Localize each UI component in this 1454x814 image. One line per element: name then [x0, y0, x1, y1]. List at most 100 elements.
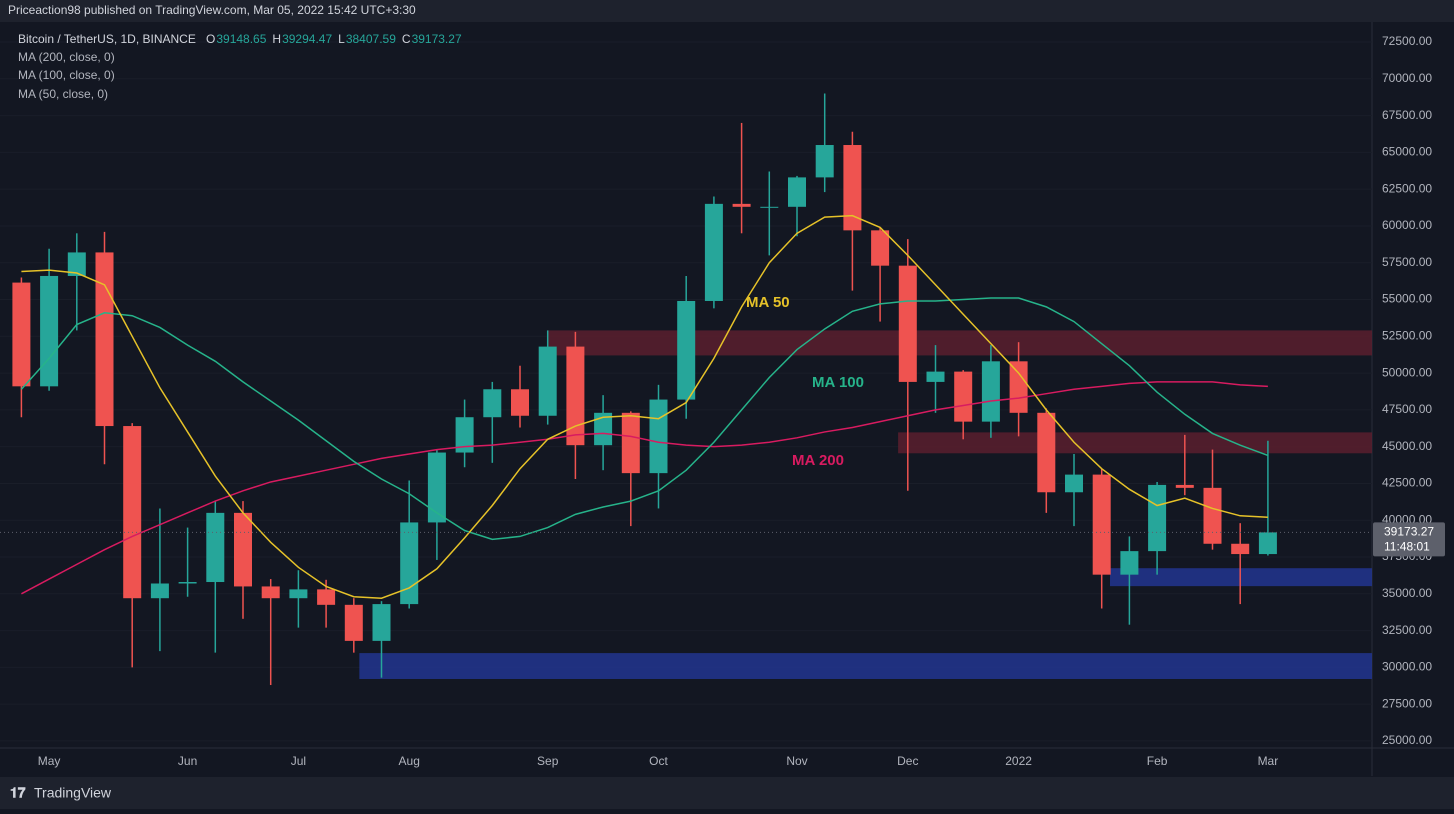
candle-body: [455, 417, 474, 453]
candle-body: [1148, 484, 1167, 552]
ma-line: [21, 214, 1268, 599]
ohlc-letter: O: [206, 32, 215, 46]
x-tick-label: Mar: [1258, 754, 1279, 768]
candle-body: [898, 265, 917, 382]
y-tick-label: 30000.00: [1382, 660, 1432, 674]
symbol-title: Bitcoin / TetherUS, 1D, BINANCE: [18, 32, 196, 46]
candle-body: [1009, 361, 1028, 413]
last-price-label: 39173.27: [1384, 525, 1434, 539]
candle-body: [538, 346, 557, 416]
candle-body: [926, 371, 945, 382]
ma-line: [20, 297, 1269, 541]
y-tick-label: 70000.00: [1382, 71, 1432, 85]
annotation: MA 200: [792, 452, 844, 469]
x-tick-label: Feb: [1147, 754, 1168, 768]
x-tick-label: Jul: [291, 754, 306, 768]
x-tick-label: Oct: [649, 754, 668, 768]
y-tick-label: 35000.00: [1382, 586, 1432, 600]
y-tick-label: 65000.00: [1382, 145, 1432, 159]
y-tick-label: 25000.00: [1382, 733, 1432, 747]
candle-body: [1175, 484, 1194, 488]
top-bar: [0, 0, 1454, 22]
countdown-label: 11:48:01: [1384, 540, 1430, 554]
x-tick-label: Dec: [897, 754, 918, 768]
candle-body: [178, 582, 197, 584]
footer-brand: TradingView: [34, 785, 112, 801]
last-price-box: [1373, 522, 1445, 557]
y-tick-label: 42500.00: [1382, 476, 1432, 490]
indicator-label: MA (100, close, 0): [18, 68, 115, 82]
ohlc-value: 39173.27: [412, 32, 462, 46]
candle-body: [815, 145, 834, 178]
x-tick-label: Sep: [537, 754, 559, 768]
y-tick-label: 32500.00: [1382, 623, 1432, 637]
y-tick-label: 72500.00: [1382, 34, 1432, 48]
y-tick-label: 45000.00: [1382, 439, 1432, 453]
candle-body: [732, 203, 751, 207]
candle-body: [704, 203, 723, 301]
candle-body: [1203, 487, 1222, 544]
candle-body: [1092, 474, 1111, 575]
candle-body: [95, 252, 114, 427]
candle-body: [871, 230, 890, 266]
candle-body: [760, 206, 779, 208]
candle-body: [150, 583, 169, 599]
candle-body: [67, 252, 86, 276]
candle-body: [400, 522, 419, 605]
candle-body: [483, 389, 502, 418]
y-tick-label: 50000.00: [1382, 365, 1432, 379]
candle-body: [427, 452, 446, 523]
candle-body: [677, 300, 696, 400]
ohlc-legend: O 39148.65 H 39294.47 L 38407.59 C 39173.27: [206, 32, 462, 46]
footer-logo: 𝟏𝟕: [10, 785, 26, 801]
y-tick-label: 60000.00: [1382, 218, 1432, 232]
y-tick-label: 27500.00: [1382, 696, 1432, 710]
x-tick-label: May: [38, 754, 61, 768]
candle-body: [981, 361, 1000, 422]
x-tick-label: Nov: [786, 754, 807, 768]
candle-body: [843, 145, 862, 231]
zone: [898, 432, 1372, 454]
indicator-label: MA (50, close, 0): [18, 87, 108, 101]
annotation: MA 50: [746, 294, 790, 311]
candle-body: [1120, 551, 1139, 575]
candle-body: [621, 412, 640, 474]
y-tick-label: 47500.00: [1382, 402, 1432, 416]
footer-bar: [0, 777, 1454, 809]
candle-body: [289, 589, 308, 599]
candle-body: [1231, 543, 1250, 555]
candle-body: [594, 412, 613, 446]
ohlc-letter: L: [338, 32, 345, 46]
candle-body: [511, 389, 529, 416]
zone: [359, 653, 1373, 679]
y-tick-label: 55000.00: [1382, 292, 1432, 306]
plot: [0, 41, 1373, 742]
ohlc-letter: H: [272, 32, 281, 46]
candle-body: [1037, 412, 1056, 493]
candle-body: [40, 275, 59, 387]
candle-body: [372, 604, 391, 641]
zone: [1110, 568, 1372, 587]
ohlc-value: 39148.65: [216, 32, 266, 46]
ohlc-value: 38407.59: [346, 32, 396, 46]
candle-body: [12, 282, 31, 387]
y-tick-label: 57500.00: [1382, 255, 1432, 269]
indicator-label: MA (200, close, 0): [18, 50, 115, 64]
x-tick-label: 2022: [1005, 754, 1032, 768]
candle-body: [344, 604, 363, 641]
candle-body: [954, 371, 973, 422]
x-tick-label: Aug: [399, 754, 420, 768]
y-tick-label: 52500.00: [1382, 328, 1432, 342]
annotation: MA 100: [812, 374, 864, 391]
ohlc-value: 39294.47: [282, 32, 332, 46]
x-tick-label: Jun: [178, 754, 197, 768]
candle-body: [123, 426, 142, 599]
candle-body: [649, 399, 668, 474]
candle-body: [261, 586, 280, 599]
candle-body: [788, 177, 806, 207]
candle-body: [206, 512, 225, 583]
y-tick-label: 62500.00: [1382, 181, 1432, 195]
candle-body: [234, 512, 252, 587]
